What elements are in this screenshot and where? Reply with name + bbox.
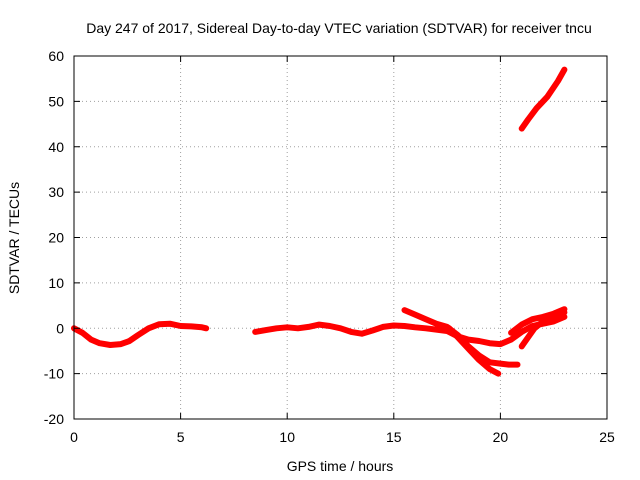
x-tick-label: 25 xyxy=(599,429,615,445)
series-arc-4 xyxy=(446,325,502,377)
y-tick-labels: -20 -10 0 10 20 30 40 50 60 xyxy=(44,48,64,427)
x-tick-label: 0 xyxy=(70,429,78,445)
x-tick-label: 5 xyxy=(177,429,185,445)
y-tick-label: -10 xyxy=(44,366,64,382)
series-arc-6 xyxy=(518,309,568,350)
series-arc-1 xyxy=(71,320,210,348)
y-tick-label: 40 xyxy=(48,139,64,155)
series-arc-2 xyxy=(252,313,568,348)
y-tick-label: 0 xyxy=(56,320,64,336)
x-tick-label: 10 xyxy=(279,429,295,445)
data-series xyxy=(71,66,568,377)
y-tick-label: 50 xyxy=(48,93,64,109)
y-tick-label: -20 xyxy=(44,411,64,427)
chart-title: Day 247 of 2017, Sidereal Day-to-day VTE… xyxy=(86,20,592,36)
x-tick-label: 20 xyxy=(493,429,509,445)
y-tick-label: 60 xyxy=(48,48,64,64)
axis-ticks xyxy=(73,55,608,420)
y-axis-label: SDTVAR / TECUs xyxy=(6,182,22,294)
grid-lines xyxy=(74,56,607,419)
x-tick-labels: 0 5 10 15 20 25 xyxy=(70,429,615,445)
plot-frame xyxy=(73,55,608,420)
x-axis-label: GPS time / hours xyxy=(287,458,394,474)
x-tick-label: 15 xyxy=(386,429,402,445)
y-tick-label: 30 xyxy=(48,184,64,200)
y-tick-label: 20 xyxy=(48,230,64,246)
y-tick-label: 10 xyxy=(48,275,64,291)
series-arc-7 xyxy=(518,66,568,132)
